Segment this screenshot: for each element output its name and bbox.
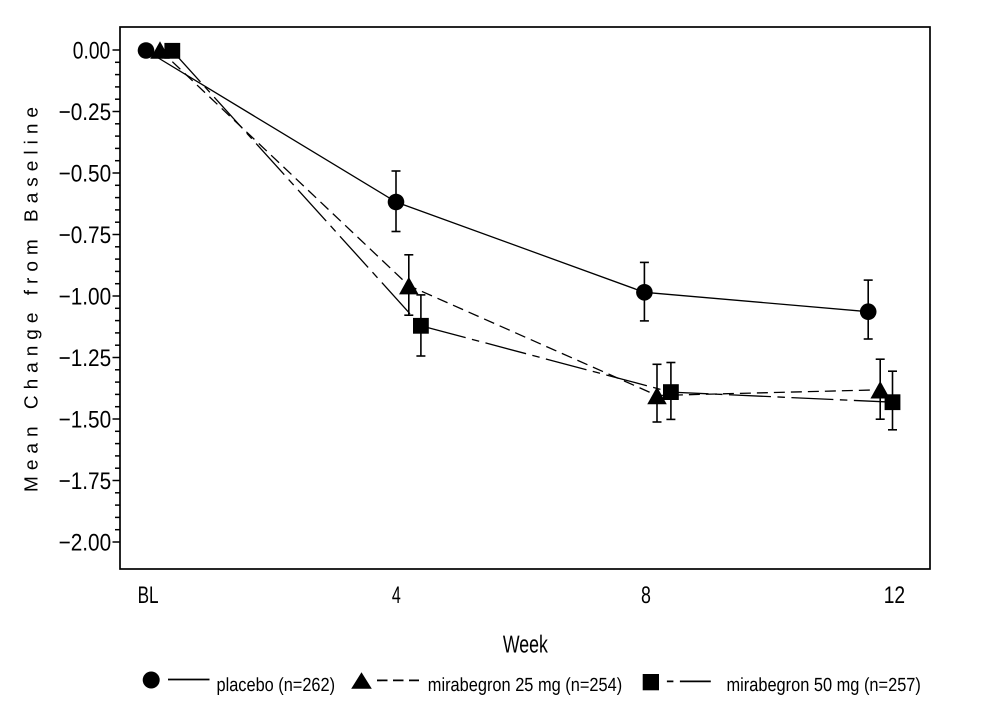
svg-text:8: 8 (641, 582, 651, 609)
svg-text:Week: Week (503, 631, 548, 658)
svg-text:mirabegron 25 mg (n=254): mirabegron 25 mg (n=254) (428, 675, 622, 696)
svg-text:−1.25: −1.25 (59, 345, 112, 372)
svg-text:0.00: 0.00 (73, 38, 110, 65)
svg-text:4: 4 (392, 582, 401, 609)
svg-text:−0.50: −0.50 (59, 161, 112, 188)
svg-text:placebo (n=262): placebo (n=262) (217, 675, 336, 696)
svg-text:−0.25: −0.25 (59, 99, 112, 126)
svg-text:−1.75: −1.75 (59, 468, 112, 495)
svg-text:−0.75: −0.75 (59, 222, 112, 249)
svg-text:mirabegron 50 mg (n=257): mirabegron 50 mg (n=257) (727, 675, 921, 696)
svg-text:BL: BL (138, 582, 159, 609)
svg-text:−1.50: −1.50 (59, 407, 112, 434)
svg-text:12: 12 (884, 582, 905, 609)
svg-text:−1.00: −1.00 (59, 284, 112, 311)
svg-text:−2.00: −2.00 (59, 530, 112, 557)
